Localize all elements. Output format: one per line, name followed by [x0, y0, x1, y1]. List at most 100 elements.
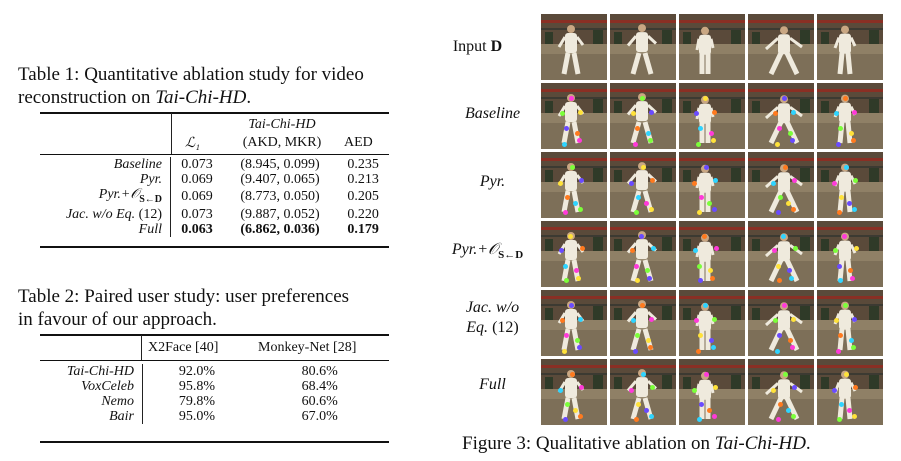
- table2-cell: 80.6%: [301, 364, 338, 379]
- keypoint-marker: [708, 268, 713, 273]
- table2-header-divider: [141, 335, 142, 360]
- table1-caption-line2: reconstruction on: [18, 87, 156, 108]
- video-frame: [610, 221, 676, 287]
- keypoint-marker: [775, 349, 780, 354]
- keypoint-marker: [578, 317, 583, 322]
- keypoint-marker: [777, 126, 782, 131]
- fig3-label-pyr: Pyr.: [479, 173, 506, 190]
- fig3-label-pyr-o: Pyr.+𝒪S←D: [451, 241, 524, 262]
- table2-top-rule: [40, 334, 389, 336]
- table1-header-l1: ℒ₁: [185, 136, 200, 151]
- table1-header-rule: [40, 154, 389, 155]
- keypoint-marker: [783, 372, 788, 377]
- keypoint-marker: [713, 385, 718, 390]
- keypoint-marker: [789, 276, 794, 281]
- keypoint-marker: [577, 345, 582, 350]
- table-row: Pyr. 0.069 (9.407, 0.065) 0.213: [40, 172, 389, 187]
- keypoint-marker: [650, 178, 655, 183]
- table1-caption-dataset: Tai-Chi-HD: [155, 87, 247, 108]
- keypoint-marker: [847, 201, 852, 206]
- video-frame: [610, 14, 676, 80]
- video-frame: [748, 152, 814, 218]
- table1-cell: (8.773, 0.050): [240, 189, 320, 205]
- table2-header-rule: [40, 360, 389, 361]
- keypoint-marker: [558, 388, 563, 393]
- keypoint-marker: [693, 248, 698, 253]
- keypoint-marker: [790, 345, 795, 350]
- keypoint-marker: [702, 234, 707, 239]
- keypoint-marker: [852, 110, 857, 115]
- keypoint-marker: [773, 111, 778, 116]
- table1-row-name: Pyr.: [139, 172, 162, 187]
- keypoint-marker: [640, 96, 645, 101]
- video-frame: [748, 359, 814, 425]
- keypoint-marker: [787, 268, 792, 273]
- table1-row-eq-ref: (12): [135, 206, 162, 222]
- keypoint-marker: [707, 201, 712, 206]
- table1-cell: 0.073: [181, 206, 213, 222]
- keypoint-marker: [630, 248, 635, 253]
- video-frame: [610, 359, 676, 425]
- keypoint-marker: [698, 126, 703, 131]
- table1-caption-line1: Table 1: Quantitative ablation study for…: [18, 64, 364, 85]
- keypoint-marker: [570, 372, 575, 377]
- keypoint-marker: [634, 264, 639, 269]
- table2-row-name: Tai-Chi-HD: [66, 364, 134, 379]
- keypoint-marker: [791, 414, 796, 419]
- keypoint-marker: [778, 402, 783, 407]
- table-row: VoxCeleb 95.8% 68.4%: [40, 379, 389, 394]
- keypoint-marker: [564, 333, 569, 338]
- keypoint-marker: [838, 278, 843, 283]
- keypoint-marker: [788, 131, 793, 136]
- keypoint-marker: [694, 111, 699, 116]
- keypoint-marker: [792, 385, 797, 390]
- table2-cell: 95.8%: [178, 379, 216, 394]
- table1-header-aed: AED: [344, 135, 373, 150]
- keypoint-marker: [696, 349, 701, 354]
- keypoint-marker: [711, 138, 716, 143]
- keypoint-marker: [564, 278, 569, 283]
- keypoint-marker: [838, 126, 843, 131]
- table1-bottom-rule: [40, 246, 389, 248]
- table2: Tai-Chi-HD 92.0% 80.6% VoxCeleb 95.8% 68…: [40, 364, 389, 424]
- keypoint-marker: [790, 138, 795, 143]
- keypoint-marker: [710, 276, 715, 281]
- table1-top-rule: [40, 112, 389, 114]
- video-frame: [541, 14, 607, 80]
- keypoint-marker: [714, 246, 719, 251]
- keypoint-marker: [644, 201, 649, 206]
- keypoint-marker: [847, 408, 852, 413]
- keypoint-marker: [839, 195, 844, 200]
- keypoint-marker: [698, 333, 703, 338]
- keypoint-marker: [775, 142, 780, 147]
- video-frame: [817, 359, 883, 425]
- keypoint-marker: [778, 195, 783, 200]
- keypoint-marker: [648, 138, 653, 143]
- keypoint-marker: [843, 303, 848, 308]
- keypoint-marker: [834, 111, 839, 116]
- keypoint-marker: [562, 349, 567, 354]
- video-frame: [679, 221, 745, 287]
- table1-caption: Table 1: Quantitative ablation study for…: [18, 64, 364, 108]
- keypoint-marker: [850, 276, 855, 281]
- video-frame: [748, 83, 814, 149]
- keypoint-marker: [697, 264, 702, 269]
- table2-cell: 60.6%: [301, 394, 338, 409]
- keypoint-marker: [776, 210, 781, 215]
- table1-row-name: Baseline: [113, 157, 162, 172]
- table2-row-name: Nemo: [101, 394, 134, 409]
- video-frame: [610, 83, 676, 149]
- keypoint-marker: [562, 142, 567, 147]
- keypoint-marker: [634, 417, 639, 422]
- keypoint-marker: [782, 96, 787, 101]
- keypoint-marker: [635, 333, 640, 338]
- keypoint-marker: [772, 248, 777, 253]
- keypoint-marker: [851, 345, 856, 350]
- keypoint-marker: [703, 96, 708, 101]
- keypoint-marker: [569, 303, 574, 308]
- keypoint-marker: [709, 131, 714, 136]
- video-frame: [817, 290, 883, 356]
- keypoint-marker: [646, 338, 651, 343]
- keypoint-marker: [836, 349, 841, 354]
- keypoint-marker: [646, 131, 651, 136]
